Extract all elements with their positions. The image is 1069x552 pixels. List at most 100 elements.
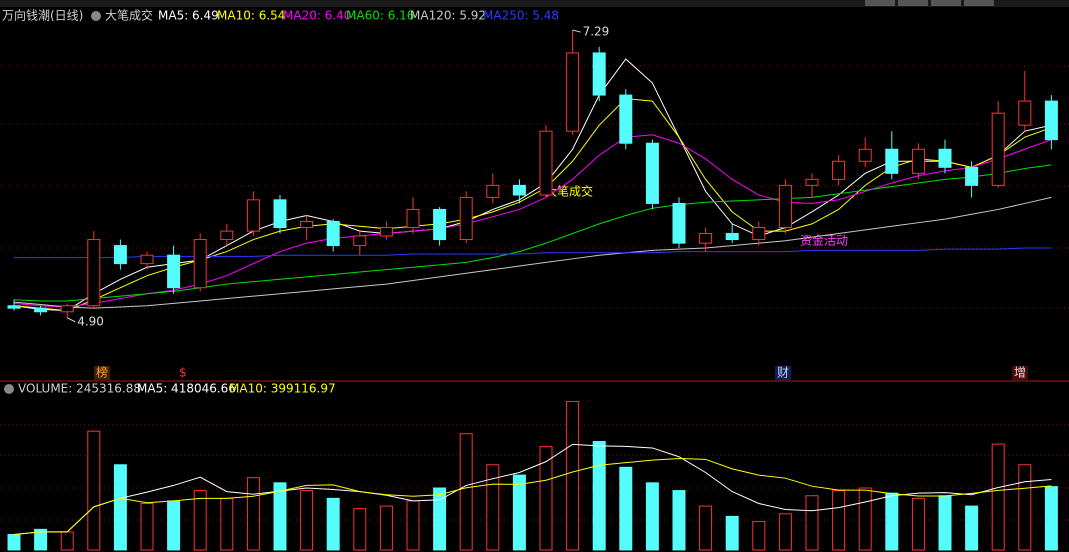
volume-bar: [34, 528, 48, 551]
volume-ma-line: [13, 443, 1052, 535]
legend-entry: MA60: 6.16: [346, 9, 414, 23]
volume-bar: [246, 477, 260, 551]
volume-bar: [832, 490, 846, 551]
extreme-label: 4.90: [77, 314, 104, 328]
candle-body: [672, 202, 686, 244]
legend-entry: MA20: 6.40: [283, 9, 351, 23]
volume-bar: [326, 497, 340, 551]
candle-body: [885, 148, 899, 174]
volume-bar: [539, 446, 553, 551]
candle-body: [167, 254, 181, 289]
marker[interactable]: 榜: [96, 365, 108, 380]
candle-body: [87, 239, 101, 307]
volume-bar: [140, 503, 154, 551]
candle-body: [752, 227, 766, 241]
legend-entry: MA120: 5.92: [410, 9, 486, 23]
volume-bar: [486, 464, 500, 551]
volume-bar: [1018, 464, 1032, 551]
legend-entry: MA5: 6.49: [158, 9, 219, 23]
toolbar-button[interactable]: [964, 0, 994, 6]
marker[interactable]: 财: [777, 366, 789, 380]
volume-bar: [938, 495, 952, 551]
volume-menu-icon[interactable]: [4, 384, 14, 394]
candle-body: [566, 52, 580, 132]
candle-body: [1018, 100, 1032, 126]
volume-bar: [353, 508, 367, 551]
candle-body: [486, 184, 500, 198]
candle-body: [246, 199, 260, 232]
candle-body: [938, 148, 952, 168]
candle-body: [725, 233, 739, 241]
legend-entry: MA250: 5.48: [483, 9, 559, 23]
legend-entry: MA10: 6.54: [217, 9, 285, 23]
candle-body: [645, 142, 659, 204]
ma-line: [13, 196, 1052, 309]
volume-bar: [911, 497, 925, 551]
ma-line: [13, 58, 1052, 312]
candle-body: [991, 112, 1005, 186]
candle-body: [60, 305, 74, 313]
volume-bar: [87, 430, 101, 551]
candle-body: [113, 245, 127, 265]
candle-body: [778, 184, 792, 229]
candle-body: [832, 160, 846, 180]
candle-body: [1044, 100, 1058, 141]
volume-bar: [1044, 486, 1058, 551]
candle-body: [326, 220, 340, 247]
candle-body: [7, 305, 21, 309]
chart-title: 万向钱潮(日线): [2, 8, 83, 23]
candle-body: [300, 220, 314, 229]
volume-bar: [60, 531, 74, 551]
candle-body: [911, 148, 925, 174]
annotation: 资金活动: [800, 233, 848, 248]
volume-bar: [167, 500, 181, 551]
volume-bar: [113, 464, 127, 551]
volume-bar: [699, 505, 713, 551]
volume-bar: [220, 497, 234, 551]
indicator-menu-icon[interactable]: [91, 11, 101, 21]
marker-box: [775, 366, 791, 380]
toolbar-button[interactable]: [865, 0, 895, 6]
volume-bar: [406, 500, 420, 551]
toolbar-button[interactable]: [898, 0, 928, 6]
candle-body: [273, 199, 287, 229]
candle-body: [965, 166, 979, 186]
candle-body: [619, 94, 633, 144]
candle-body: [140, 254, 154, 265]
volume-title: VOLUME: 245316.88: [18, 382, 141, 396]
volume-bar: [752, 521, 766, 551]
ma-line: [13, 164, 1052, 302]
volume-bar: [300, 490, 314, 551]
candle-body: [805, 178, 819, 186]
volume-bar: [7, 534, 21, 551]
candle-body: [858, 148, 872, 162]
candle-body: [220, 230, 234, 241]
marker[interactable]: $: [179, 366, 187, 380]
volume-ma-line: [13, 458, 1052, 535]
volume-bar: [778, 513, 792, 551]
volume-bar: [193, 490, 207, 551]
toolbar-button[interactable]: [931, 0, 961, 6]
extreme-pointer: [572, 29, 581, 33]
volume-bar: [512, 474, 526, 551]
candle-body: [592, 52, 606, 96]
volume-bar: [379, 505, 393, 551]
volume-bar: [619, 466, 633, 551]
candle-body: [34, 307, 48, 313]
indicator-name: 大笔成交: [105, 8, 153, 23]
volume-bar: [858, 487, 872, 551]
candle-body: [353, 235, 367, 247]
volume-bar: [672, 490, 686, 551]
ma-line: [14, 247, 1052, 259]
volume-bar: [645, 482, 659, 551]
volume-bar: [273, 482, 287, 551]
candle-body: [433, 208, 447, 241]
annotation: 大笔成交: [545, 184, 593, 199]
candle-body: [459, 196, 473, 241]
marker[interactable]: 增: [1014, 366, 1026, 380]
volume-bar: [459, 433, 473, 551]
volume-bar: [965, 505, 979, 551]
menu-strip: [0, 0, 1069, 7]
legend-entry: MA10: 399116.97: [229, 382, 336, 396]
